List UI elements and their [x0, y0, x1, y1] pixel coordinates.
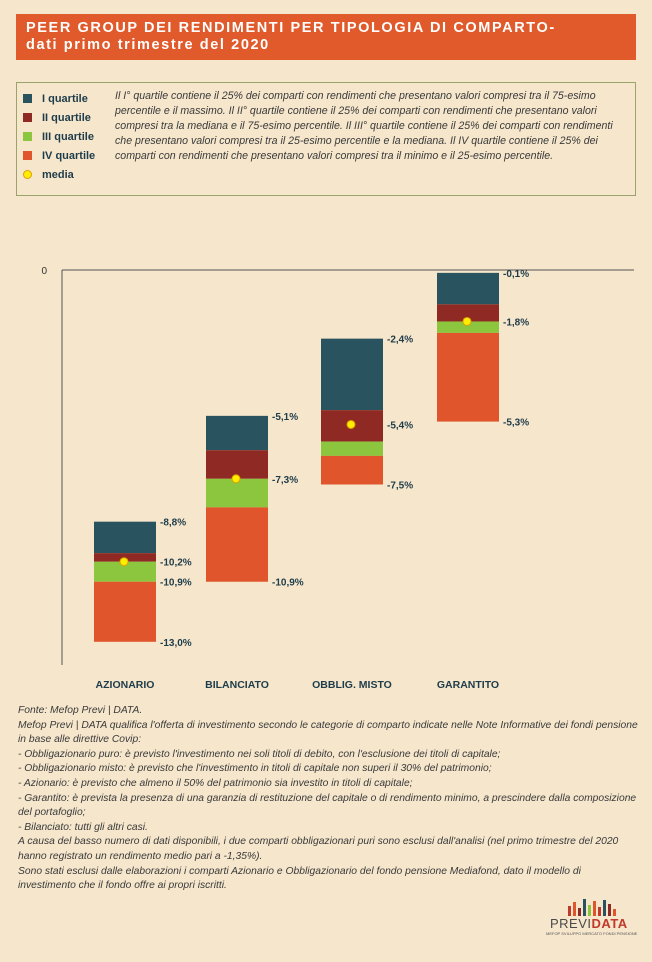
legend-item-q2: II quartile [23, 108, 123, 127]
bar-i-quartile [206, 415, 268, 451]
bar-ii-quartile [437, 304, 499, 322]
footnote-line: Mefop Previ | DATA qualifica l'offerta d… [18, 719, 638, 746]
bar-i-quartile [321, 338, 383, 411]
footnote-line: - Azionario: è previsto che almeno il 50… [18, 777, 413, 789]
logo-subtitle: MEFOP SVILUPPO MERCATO FONDI PENSIONE [546, 931, 638, 936]
footnotes: Fonte: Mefop Previ | DATA. Mefop Previ |… [18, 704, 638, 894]
bar-iv-quartile [321, 455, 383, 485]
x-category-label: AZIONARIO [96, 679, 155, 691]
logo-bar [613, 909, 616, 916]
legend-label-q2: II quartile [42, 111, 91, 124]
logo-bar [583, 899, 586, 916]
logo-bar [593, 901, 596, 916]
data-label: -10,9% [272, 578, 304, 589]
bar-iii-quartile [94, 561, 156, 582]
logo-word-data: DATA [591, 916, 628, 931]
logo-bars [568, 898, 636, 916]
logo-bar [573, 902, 576, 916]
media-dot [346, 419, 356, 429]
logo-bar [608, 904, 611, 916]
bar-iv-quartile [206, 507, 268, 582]
legend-swatch-q4 [23, 151, 32, 160]
legend-item-q4: IV quartile [23, 146, 123, 165]
y-tick-label-zero: 0 [41, 266, 47, 277]
legend-swatch-q3 [23, 132, 32, 141]
media-dot [119, 557, 129, 567]
x-category-label: OBBLIG. MISTO [312, 679, 392, 691]
logo-bar [578, 908, 581, 916]
data-label: -5,3% [503, 418, 529, 429]
footnote-line: A causa del basso numero di dati disponi… [18, 836, 619, 862]
footnote-line: - Obbligazionario misto: è previsto che … [18, 763, 492, 775]
footnote-line: - Obbligazionario puro: è previsto l'inv… [18, 748, 501, 760]
data-label: -7,5% [387, 481, 413, 492]
bar-iv-quartile [94, 581, 156, 642]
legend-swatch-media [23, 170, 32, 179]
media-dot [231, 474, 241, 484]
legend-swatch-q1 [23, 94, 32, 103]
legend-list: I quartile II quartile III quartile IV q… [23, 89, 123, 184]
data-label: -2,4% [387, 335, 413, 346]
legend-label-q1: I quartile [42, 92, 88, 105]
legend-label-q4: IV quartile [42, 149, 96, 162]
logo-wordmark: PREVIDATA [550, 916, 636, 931]
bar-ii-quartile [206, 450, 268, 479]
bar-iii-quartile [206, 478, 268, 508]
bar-iii-quartile [321, 441, 383, 456]
data-label: -13,0% [160, 638, 192, 649]
bar-iii-quartile [437, 321, 499, 333]
legend-description: Il I° quartile contiene il 25% dei compa… [115, 90, 613, 162]
logo-word-previ: PREVI [550, 916, 592, 931]
logo-bar [568, 906, 571, 916]
bar-iv-quartile [437, 332, 499, 422]
x-category-label: BILANCIATO [205, 679, 269, 691]
logo-bar [598, 907, 601, 916]
data-label: -7,3% [272, 475, 298, 486]
data-label: -10,2% [160, 558, 192, 569]
logo-bar [603, 900, 606, 916]
data-label: -5,4% [387, 420, 413, 431]
data-label: -5,1% [272, 412, 298, 423]
data-label: -8,8% [160, 518, 186, 529]
quartile-chart: 0 AZIONARIO -8,8% -10,2% -10,9% -13,0% BILANCI… [41, 266, 634, 691]
bar-i-quartile [94, 521, 156, 554]
legend-item-q3: III quartile [23, 127, 123, 146]
data-label: -0,1% [503, 269, 529, 280]
previdata-logo: PREVIDATA MEFOP SVILUPPO MERCATO FONDI P… [546, 898, 638, 950]
legend-label-media: media [42, 168, 74, 181]
legend-box: I quartile II quartile III quartile IV q… [16, 82, 636, 196]
footnote-line: Sono stati esclusi dalle elaborazioni i … [18, 865, 581, 892]
logo-bar [588, 905, 591, 916]
data-label: -10,9% [160, 578, 192, 589]
chart-title-line2: dati primo trimestre del 2020 [26, 37, 270, 53]
chart-title-box: PEER GROUP DEI RENDIMENTI PER TIPOLOGIA … [16, 14, 636, 60]
chart-title-line1: PEER GROUP DEI RENDIMENTI PER TIPOLOGIA … [26, 20, 556, 36]
footnote-line: - Bilanciato: tutti gli altri casi. [18, 821, 148, 833]
legend-item-media: media [23, 165, 123, 184]
x-category-label: GARANTITO [437, 679, 499, 691]
media-dot [462, 316, 472, 326]
data-label: -1,8% [503, 317, 529, 328]
legend-label-q3: III quartile [42, 130, 94, 143]
bar-i-quartile [437, 272, 499, 305]
legend-item-q1: I quartile [23, 89, 123, 108]
footnote-source: Fonte: Mefop Previ | DATA. [18, 705, 143, 716]
legend-swatch-q2 [23, 113, 32, 122]
footnote-line: - Garantito: è prevista la presenza di u… [18, 792, 637, 819]
